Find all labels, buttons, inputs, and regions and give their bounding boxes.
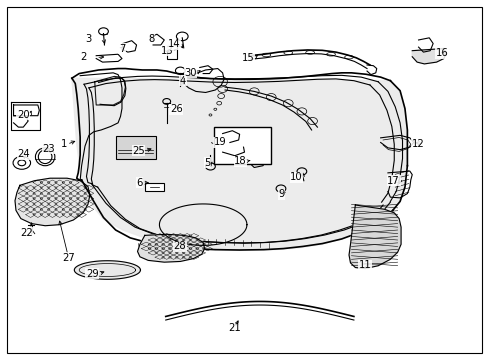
Text: 29: 29	[86, 269, 99, 279]
Text: 4: 4	[180, 76, 186, 86]
Text: 24: 24	[18, 149, 30, 159]
Text: 27: 27	[62, 252, 75, 262]
Text: 17: 17	[386, 176, 399, 186]
Text: 2: 2	[80, 53, 86, 63]
Text: 9: 9	[278, 189, 285, 199]
Text: 20: 20	[17, 110, 30, 120]
Polygon shape	[72, 78, 407, 249]
Polygon shape	[348, 205, 400, 269]
Text: 3: 3	[85, 34, 91, 44]
Polygon shape	[15, 178, 90, 226]
Text: 22: 22	[20, 228, 33, 238]
Text: 19: 19	[213, 138, 225, 148]
Text: 16: 16	[435, 48, 448, 58]
Text: 23: 23	[42, 144, 55, 154]
Polygon shape	[411, 49, 446, 64]
Text: 28: 28	[173, 241, 186, 251]
Bar	[214, 127, 271, 164]
Bar	[116, 136, 155, 158]
Text: 1: 1	[61, 139, 67, 149]
Text: 12: 12	[411, 139, 424, 149]
Text: 15: 15	[241, 53, 254, 63]
Text: 14: 14	[167, 39, 180, 49]
Text: 7: 7	[119, 44, 125, 54]
Polygon shape	[137, 234, 204, 262]
Text: 5: 5	[203, 158, 210, 168]
Bar	[144, 183, 164, 192]
Bar	[166, 45, 177, 59]
Text: 10: 10	[290, 172, 302, 182]
Polygon shape	[74, 261, 140, 279]
Text: 13: 13	[161, 46, 174, 56]
Text: 25: 25	[132, 146, 144, 156]
Text: 18: 18	[234, 156, 246, 166]
Text: 30: 30	[184, 68, 197, 78]
Text: 11: 11	[358, 260, 371, 270]
Text: 6: 6	[136, 178, 142, 188]
Text: 26: 26	[170, 104, 183, 114]
Text: 8: 8	[148, 34, 154, 44]
Text: 21: 21	[228, 323, 241, 333]
